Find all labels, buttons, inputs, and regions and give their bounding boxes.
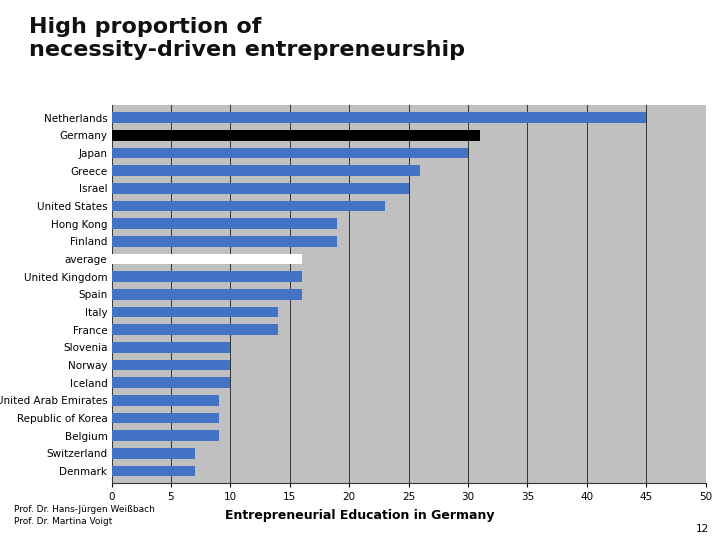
Text: Prof. Dr. Hans-Jürgen Weißbach
Prof. Dr. Martina Voigt: Prof. Dr. Hans-Jürgen Weißbach Prof. Dr.… xyxy=(14,505,156,525)
Bar xyxy=(112,307,278,318)
Bar xyxy=(112,289,302,300)
Bar xyxy=(112,342,230,353)
Bar xyxy=(112,430,219,441)
Bar xyxy=(112,183,409,194)
Bar xyxy=(112,112,647,123)
Bar xyxy=(112,395,219,406)
Bar xyxy=(112,325,278,335)
Text: High proportion of
necessity-driven entrepreneurship: High proportion of necessity-driven entr… xyxy=(29,17,465,60)
Bar xyxy=(112,130,480,140)
Bar xyxy=(112,413,219,423)
Text: Entrepreneurial Education in Germany: Entrepreneurial Education in Germany xyxy=(225,509,495,522)
Bar xyxy=(112,254,302,264)
Text: 12: 12 xyxy=(696,524,709,534)
Bar xyxy=(112,377,230,388)
Bar xyxy=(112,201,385,211)
Bar xyxy=(112,448,194,458)
Bar xyxy=(112,218,338,229)
Bar xyxy=(112,165,420,176)
Bar xyxy=(112,360,230,370)
Bar xyxy=(112,465,194,476)
Bar xyxy=(112,148,468,158)
Bar xyxy=(112,271,302,282)
Bar xyxy=(112,236,338,247)
